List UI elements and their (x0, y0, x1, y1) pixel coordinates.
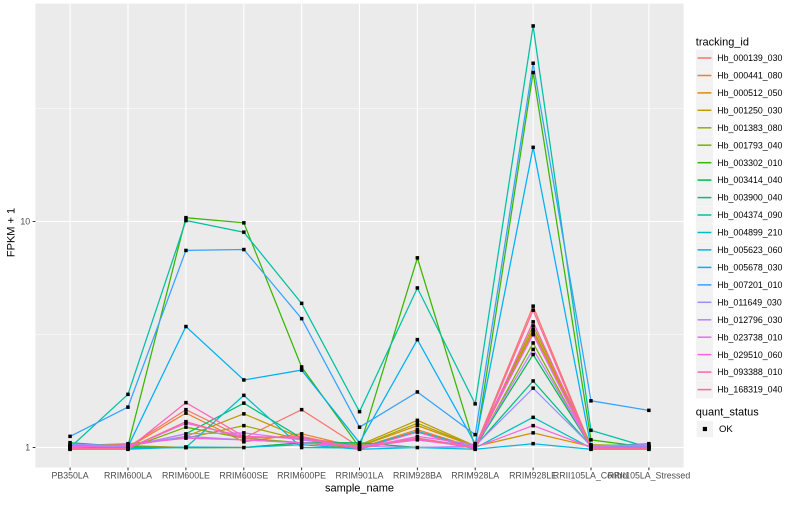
svg-text:Hb_003302_010: Hb_003302_010 (717, 158, 782, 168)
svg-text:RRII105LA_Stressed: RRII105LA_Stressed (608, 471, 691, 481)
svg-text:Hb_168319_040: Hb_168319_040 (717, 385, 782, 395)
svg-text:Hb_029510_060: Hb_029510_060 (717, 350, 782, 360)
svg-text:Hb_003900_040: Hb_003900_040 (717, 193, 782, 203)
svg-text:RRIM600SE: RRIM600SE (219, 471, 268, 481)
svg-text:Hb_011649_030: Hb_011649_030 (717, 297, 782, 307)
svg-text:OK: OK (719, 424, 733, 435)
svg-text:1: 1 (25, 443, 30, 453)
svg-text:10: 10 (20, 217, 30, 227)
svg-text:RRIM901LA: RRIM901LA (336, 471, 384, 481)
svg-text:Hb_007201_010: Hb_007201_010 (717, 280, 782, 290)
svg-text:tracking_id: tracking_id (696, 36, 749, 48)
svg-text:Hb_004899_210: Hb_004899_210 (717, 228, 782, 238)
svg-text:Hb_005678_030: Hb_005678_030 (717, 263, 782, 273)
svg-text:PB350LA: PB350LA (52, 471, 89, 481)
svg-text:Hb_000441_080: Hb_000441_080 (717, 71, 782, 81)
svg-text:RRIM928LA: RRIM928LA (451, 471, 499, 481)
svg-text:quant_status: quant_status (696, 406, 759, 418)
svg-text:Hb_001250_030: Hb_001250_030 (717, 105, 782, 115)
svg-text:Hb_001383_080: Hb_001383_080 (717, 123, 782, 133)
svg-text:Hb_000139_030: Hb_000139_030 (717, 53, 782, 63)
svg-text:Hb_003414_040: Hb_003414_040 (717, 175, 782, 185)
svg-text:Hb_093388_010: Hb_093388_010 (717, 367, 782, 377)
svg-text:RRII105LA_Control: RRII105LA_Control (553, 471, 629, 481)
svg-text:Hb_005623_060: Hb_005623_060 (717, 245, 782, 255)
svg-text:RRIM600LA: RRIM600LA (104, 471, 152, 481)
svg-text:RRIM928BA: RRIM928BA (393, 471, 442, 481)
svg-text:sample_name: sample_name (325, 483, 394, 495)
svg-text:Hb_023738_010: Hb_023738_010 (717, 332, 782, 342)
svg-text:Hb_004374_090: Hb_004374_090 (717, 210, 782, 220)
svg-text:Hb_001793_040: Hb_001793_040 (717, 140, 782, 150)
svg-text:Hb_012796_030: Hb_012796_030 (717, 315, 782, 325)
svg-text:RRIM928LE: RRIM928LE (509, 471, 557, 481)
svg-text:Hb_000512_050: Hb_000512_050 (717, 88, 782, 98)
svg-text:RRIM600PE: RRIM600PE (277, 471, 326, 481)
svg-text:RRIM600LE: RRIM600LE (162, 471, 210, 481)
svg-text:FPKM + 1: FPKM + 1 (6, 208, 18, 257)
